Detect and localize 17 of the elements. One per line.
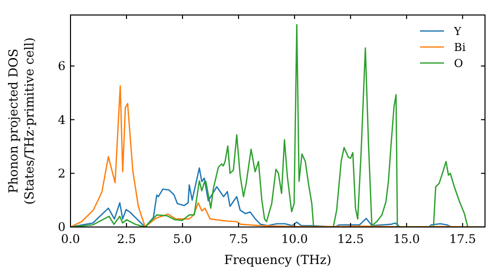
x-axis-title: Frequency (THz) xyxy=(224,252,332,267)
legend-label: Y xyxy=(453,24,462,38)
y-tick-label: 4 xyxy=(58,112,66,127)
x-tick-label: 5.0 xyxy=(172,232,192,246)
y-tick-label: 6 xyxy=(58,59,66,74)
x-tick-label: 10.0 xyxy=(281,232,308,246)
y-tick-label: 2 xyxy=(58,166,66,181)
x-tick-label: 12.5 xyxy=(337,232,364,246)
x-tick-label: 7.5 xyxy=(228,232,248,246)
x-tick-label: 2.5 xyxy=(116,232,136,246)
legend-label: O xyxy=(454,56,464,70)
x-tick-label: 15.0 xyxy=(393,232,420,246)
x-tick-label: 0.0 xyxy=(60,232,80,246)
y-tick-label: 0 xyxy=(58,220,66,234)
legend-label: Bi xyxy=(454,40,466,54)
x-tick-label: 17.5 xyxy=(449,232,476,246)
y-axis-title: Phonon projected DOS (States/THz·primitive cell) xyxy=(6,37,36,205)
